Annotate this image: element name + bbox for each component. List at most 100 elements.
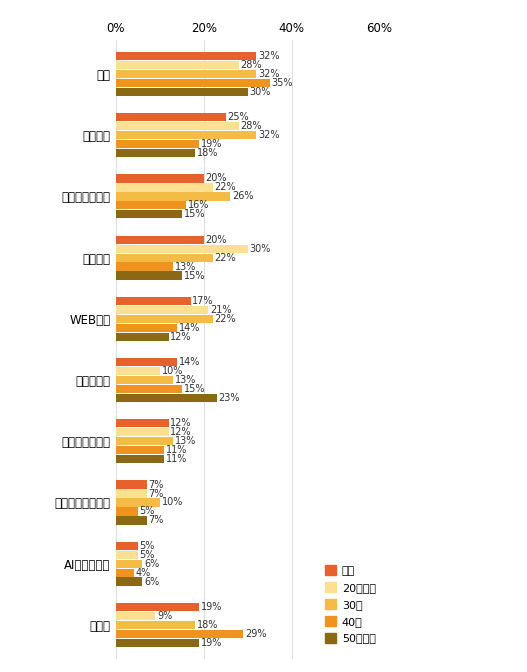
Bar [116, 419, 169, 427]
Text: 22%: 22% [214, 183, 236, 192]
Bar [116, 446, 164, 454]
Bar [116, 263, 173, 271]
Text: 12%: 12% [170, 427, 192, 437]
Text: 18%: 18% [197, 148, 218, 158]
Bar [116, 480, 147, 489]
Bar [116, 437, 173, 446]
Bar [116, 569, 133, 577]
Text: 7%: 7% [149, 480, 164, 490]
Text: 18%: 18% [197, 620, 218, 630]
Text: 15%: 15% [183, 271, 205, 280]
Bar [116, 174, 204, 183]
Text: 14%: 14% [179, 357, 201, 367]
Bar [116, 516, 147, 525]
Text: 32%: 32% [258, 130, 280, 140]
Text: 10%: 10% [162, 497, 183, 507]
Text: 12%: 12% [170, 332, 192, 342]
Bar [116, 61, 239, 69]
Text: 32%: 32% [258, 69, 280, 79]
Bar [116, 149, 195, 157]
Bar [116, 236, 204, 244]
Text: 15%: 15% [183, 209, 205, 219]
Text: 6%: 6% [144, 558, 159, 569]
Bar [116, 210, 182, 218]
Bar [116, 122, 239, 130]
Text: 30%: 30% [249, 244, 271, 253]
Text: 21%: 21% [210, 305, 231, 315]
Bar [116, 192, 230, 200]
Bar [116, 113, 226, 122]
Bar [116, 306, 208, 314]
Bar [116, 333, 169, 341]
Bar [116, 385, 182, 393]
Text: 17%: 17% [192, 296, 214, 306]
Text: 5%: 5% [140, 507, 155, 516]
Bar [116, 245, 248, 253]
Text: 30%: 30% [249, 87, 271, 97]
Text: 29%: 29% [245, 629, 267, 639]
Text: 9%: 9% [157, 611, 172, 621]
Bar [116, 140, 199, 149]
Text: 14%: 14% [179, 323, 201, 333]
Text: 20%: 20% [206, 173, 227, 183]
Bar [116, 638, 199, 647]
Text: 5%: 5% [140, 541, 155, 551]
Text: 16%: 16% [188, 200, 209, 210]
Text: 7%: 7% [149, 515, 164, 526]
Text: 11%: 11% [166, 446, 188, 455]
Text: 13%: 13% [175, 375, 196, 385]
Bar [116, 367, 160, 375]
Text: 10%: 10% [162, 366, 183, 376]
Bar [116, 560, 142, 568]
Bar [116, 70, 257, 78]
Bar [116, 550, 138, 559]
Bar [116, 489, 147, 498]
Text: 28%: 28% [241, 121, 262, 131]
Bar [116, 630, 243, 638]
Bar [116, 376, 173, 384]
Text: 26%: 26% [232, 192, 253, 202]
Bar [116, 455, 164, 463]
Text: 19%: 19% [201, 638, 222, 648]
Text: 35%: 35% [271, 78, 293, 88]
Bar [116, 499, 160, 507]
Bar [116, 428, 169, 436]
Bar [116, 79, 270, 87]
Bar [116, 507, 138, 515]
Text: 22%: 22% [214, 253, 236, 263]
Text: 6%: 6% [144, 577, 159, 587]
Legend: 全体, 20代以下, 30代, 40代, 50代以上: 全体, 20代以下, 30代, 40代, 50代以上 [322, 562, 379, 647]
Bar [116, 88, 248, 96]
Text: 4%: 4% [135, 568, 151, 578]
Text: 13%: 13% [175, 436, 196, 446]
Bar [116, 253, 212, 261]
Bar [116, 271, 182, 280]
Text: 7%: 7% [149, 489, 164, 499]
Text: 12%: 12% [170, 419, 192, 428]
Bar [116, 542, 138, 550]
Text: 22%: 22% [214, 314, 236, 324]
Text: 15%: 15% [183, 384, 205, 394]
Text: 11%: 11% [166, 454, 188, 464]
Bar [116, 621, 195, 629]
Bar [116, 358, 178, 366]
Bar [116, 52, 257, 60]
Bar [116, 183, 212, 192]
Bar [116, 394, 217, 402]
Text: 5%: 5% [140, 550, 155, 560]
Text: 23%: 23% [219, 393, 240, 403]
Bar [116, 314, 212, 323]
Text: 25%: 25% [228, 112, 249, 122]
Bar [116, 324, 178, 332]
Text: 32%: 32% [258, 51, 280, 61]
Bar [116, 577, 142, 586]
Text: 13%: 13% [175, 261, 196, 271]
Bar [116, 297, 191, 305]
Bar [116, 603, 199, 611]
Text: 19%: 19% [201, 602, 222, 612]
Text: 20%: 20% [206, 235, 227, 245]
Text: 19%: 19% [201, 139, 222, 149]
Bar [116, 612, 155, 620]
Text: 28%: 28% [241, 60, 262, 70]
Bar [116, 131, 257, 139]
